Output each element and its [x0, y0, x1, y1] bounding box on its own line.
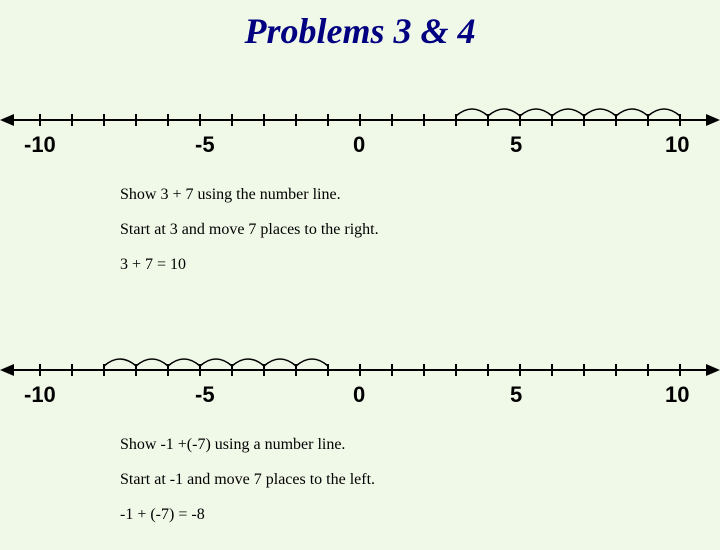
numberline-2-svg	[0, 330, 720, 390]
problem-3-line1: Show 3 + 7 using the number line.	[120, 181, 379, 210]
problem-3-line3: 3 + 7 = 10	[120, 251, 379, 280]
problem-3-text: Show 3 + 7 using the number line. Start …	[120, 175, 379, 285]
label-10-2: 10	[665, 382, 689, 408]
problem-3-line2: Start at 3 and move 7 places to the righ…	[120, 216, 379, 245]
problem-4-line2: Start at -1 and move 7 places to the lef…	[120, 466, 375, 495]
problem-4-line3: -1 + (-7) = -8	[120, 501, 375, 530]
problem-4-line1: Show -1 +(-7) using a number line.	[120, 431, 375, 460]
label-neg5-1: -5	[195, 132, 215, 158]
numberline-1-svg	[0, 80, 720, 140]
label-neg10-2: -10	[24, 382, 56, 408]
label-neg10-1: -10	[24, 132, 56, 158]
label-neg5-2: -5	[195, 382, 215, 408]
label-0-2: 0	[353, 382, 365, 408]
label-10-1: 10	[665, 132, 689, 158]
page-title: Problems 3 & 4	[0, 10, 720, 52]
label-5-2: 5	[510, 382, 522, 408]
label-0-1: 0	[353, 132, 365, 158]
problem-4-text: Show -1 +(-7) using a number line. Start…	[120, 425, 375, 535]
label-5-1: 5	[510, 132, 522, 158]
